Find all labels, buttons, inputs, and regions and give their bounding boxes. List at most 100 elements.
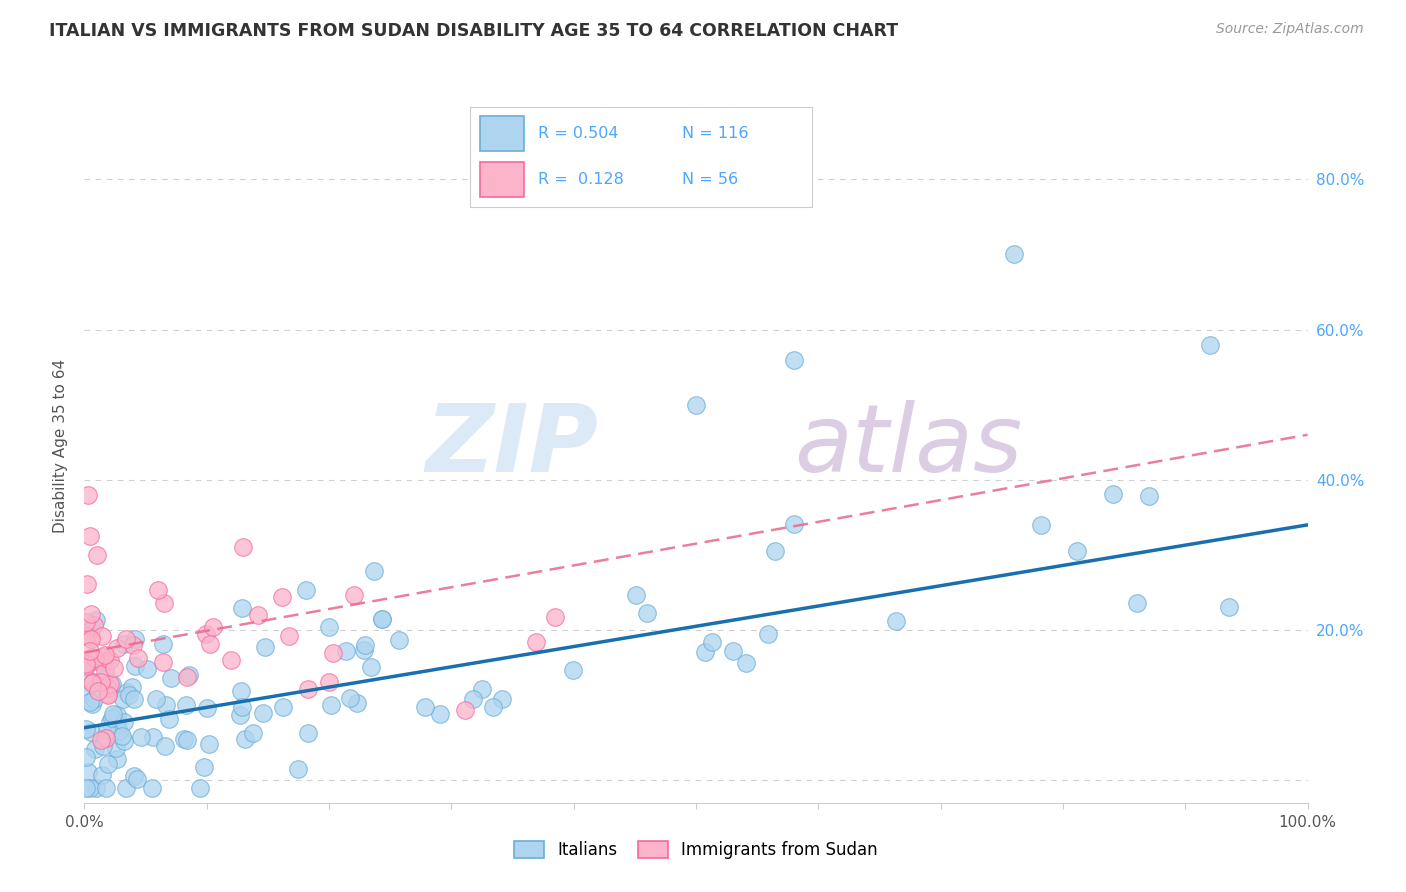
Point [115, 632, 138, 646]
Point [783, 517, 806, 532]
Point [101, 677, 124, 691]
Point [91, 649, 114, 664]
Point [370, 612, 392, 626]
Point [360, 660, 382, 674]
Point [295, 582, 318, 597]
Point [91, 630, 114, 644]
Point [1102, 487, 1125, 501]
Point [93, 665, 115, 679]
Point [82, 650, 104, 665]
Point [562, 663, 585, 677]
Point [685, 398, 707, 412]
Point [83, 618, 105, 632]
Point [159, 671, 181, 685]
Text: ZIP: ZIP [425, 400, 598, 492]
Point [96, 757, 118, 772]
Point [318, 675, 340, 690]
Point [94, 731, 117, 745]
Point [343, 588, 366, 602]
Point [86, 780, 108, 795]
Point [127, 650, 149, 665]
Point [101, 711, 124, 725]
Point [75, 780, 97, 795]
Text: atlas: atlas [794, 401, 1022, 491]
Point [1002, 247, 1025, 261]
Point [91, 767, 114, 781]
Legend: Italians, Immigrants from Sudan: Italians, Immigrants from Sudan [508, 834, 884, 866]
Point [152, 637, 174, 651]
Point [1029, 517, 1052, 532]
Point [96, 723, 118, 738]
Point [105, 641, 128, 656]
Point [176, 698, 198, 712]
Point [98, 677, 121, 691]
Point [271, 699, 294, 714]
Point [115, 685, 138, 699]
Point [636, 606, 658, 620]
Point [735, 657, 758, 671]
Point [79, 529, 101, 543]
Point [884, 614, 907, 628]
Point [335, 644, 357, 658]
Point [231, 700, 253, 714]
Point [76, 672, 98, 686]
Point [111, 692, 134, 706]
Point [194, 626, 217, 640]
Point [75, 615, 97, 630]
Point [232, 541, 254, 555]
Point [388, 633, 411, 648]
Point [90, 674, 112, 689]
Point [93, 654, 115, 668]
Point [173, 731, 195, 746]
Point [176, 670, 198, 684]
Point [77, 488, 100, 502]
Point [75, 659, 97, 673]
Point [91, 739, 114, 753]
Point [145, 691, 167, 706]
Point [112, 714, 135, 729]
Point [253, 640, 276, 654]
Point [80, 630, 103, 644]
Point [97, 681, 120, 695]
Point [1198, 337, 1220, 351]
Point [219, 653, 242, 667]
Point [121, 638, 143, 652]
Point [76, 765, 98, 780]
Point [79, 695, 101, 709]
Point [90, 733, 112, 747]
Point [429, 706, 451, 721]
Point [297, 726, 319, 740]
Point [79, 780, 101, 795]
Point [124, 632, 146, 647]
Point [87, 654, 110, 668]
Point [84, 651, 107, 665]
Point [121, 680, 143, 694]
Point [82, 675, 104, 690]
Point [371, 612, 394, 626]
Point [152, 655, 174, 669]
Point [202, 620, 225, 634]
Point [229, 708, 252, 723]
Point [105, 717, 128, 731]
Point [148, 582, 170, 597]
Point [94, 731, 117, 745]
Point [695, 645, 717, 659]
Point [84, 742, 107, 756]
Point [125, 772, 148, 786]
Point [544, 609, 567, 624]
Point [98, 653, 121, 667]
Point [79, 632, 101, 646]
Point [75, 657, 97, 672]
Point [471, 681, 494, 696]
Text: ITALIAN VS IMMIGRANTS FROM SUDAN DISABILITY AGE 35 TO 64 CORRELATION CHART: ITALIAN VS IMMIGRANTS FROM SUDAN DISABIL… [49, 22, 898, 40]
Point [79, 725, 101, 739]
Point [287, 762, 309, 776]
Point [115, 780, 138, 795]
Point [482, 700, 505, 714]
Point [524, 635, 547, 649]
Point [76, 577, 98, 591]
Point [103, 661, 125, 675]
Point [321, 698, 343, 712]
Point [155, 698, 177, 712]
Point [278, 629, 301, 643]
